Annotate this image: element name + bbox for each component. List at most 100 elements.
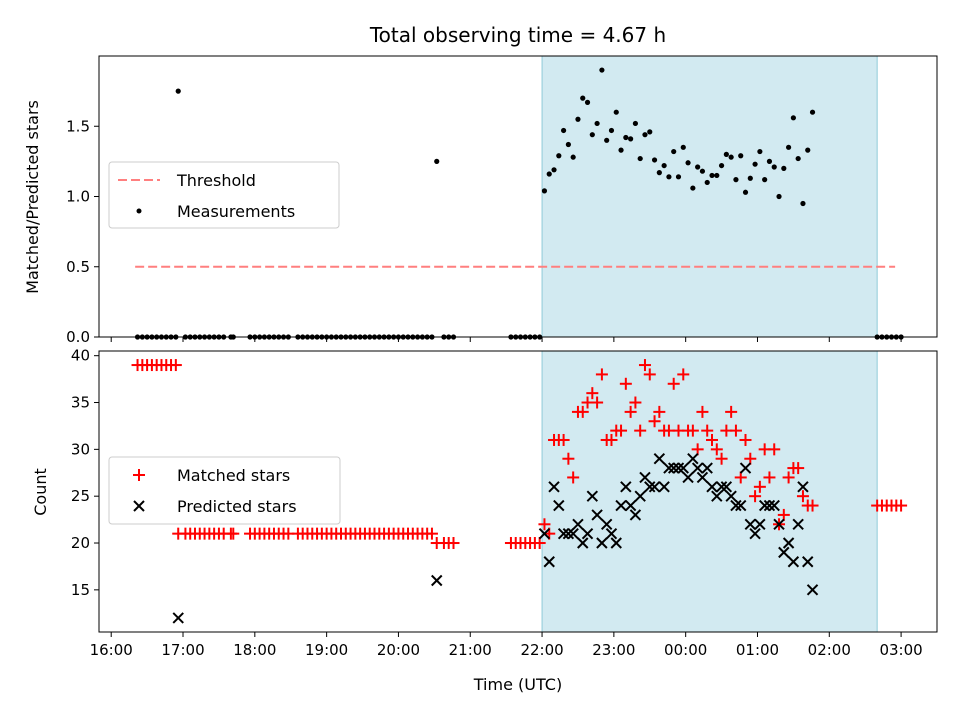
- predicted-star-point: [806, 584, 819, 596]
- y-tick-label: 40: [71, 347, 90, 365]
- bottom-legend-box: [108, 456, 341, 525]
- predicted-star-point: [557, 527, 570, 540]
- measurement-point: [651, 157, 658, 163]
- predicted-star-point: [600, 518, 613, 530]
- measurement-point: [809, 109, 816, 115]
- predicted-star-point: [782, 537, 795, 549]
- predicted-star-point: [691, 462, 704, 474]
- measurement-point: [800, 200, 806, 207]
- measurement-point: [594, 120, 600, 127]
- matched-star-point: [648, 415, 661, 428]
- predicted-star-point: [620, 481, 632, 493]
- predicted-star-point: [711, 490, 723, 502]
- x-tick-label: 17:00: [161, 641, 204, 659]
- bottom-panel: 15 20 25 30 35 40 16:00 17:00 18:00 19:00 20:00 21…: [31, 347, 938, 694]
- predicted-star-point: [754, 518, 766, 530]
- matched-star-point: [567, 471, 580, 484]
- predicted-star-point: [763, 499, 776, 512]
- predicted-star-point: [658, 481, 670, 493]
- matched-star-point: [744, 452, 757, 465]
- predicted-star-point: [758, 499, 771, 512]
- measurement-point: [733, 177, 739, 183]
- matched-star-point: [653, 405, 666, 418]
- measurement-point: [728, 154, 734, 160]
- predicted-star-point: [615, 499, 627, 512]
- y-tick-label: 15: [71, 581, 90, 599]
- matched-star-point: [643, 368, 656, 381]
- measurement-point: [675, 174, 682, 180]
- matched-star-point: [557, 433, 570, 446]
- legend-predicted-swatch: [133, 500, 145, 512]
- predicted-star-point: [730, 499, 742, 512]
- matched-star-point: [768, 443, 781, 456]
- y-tick-label: 1.5: [66, 117, 90, 135]
- matched-star-point: [792, 462, 805, 475]
- predicted-star-points: [172, 453, 819, 624]
- y-tick-label: 0.0: [66, 328, 90, 346]
- matched-star-point: [710, 443, 723, 456]
- top-legend: Threshold Measurements: [108, 161, 340, 229]
- measurement-point: [771, 164, 777, 170]
- predicted-star-point: [172, 612, 184, 624]
- bottom-y-axis-label: Count: [31, 468, 50, 516]
- matched-star-point: [691, 443, 704, 456]
- matched-star-point: [591, 396, 604, 409]
- predicted-star-point: [687, 453, 699, 465]
- measurement-point: [623, 134, 629, 141]
- measurement-point: [551, 167, 557, 173]
- predicted-star-point: [778, 546, 790, 559]
- predicted-star-point: [577, 537, 589, 549]
- predicted-star-point: [749, 527, 761, 540]
- matched-star-point: [667, 377, 680, 390]
- bottom-legend: Matched stars Predicted stars: [108, 456, 341, 525]
- predicted-star-point: [725, 490, 737, 502]
- x-tick-label: 18:00: [233, 641, 276, 659]
- bottom-axes-frame: [98, 350, 938, 633]
- predicted-star-point: [605, 527, 618, 540]
- matched-star-point: [447, 537, 460, 550]
- predicted-star-point: [677, 462, 689, 474]
- measurement-point: [795, 155, 801, 162]
- measurement-point: [805, 147, 811, 153]
- predicted-star-point: [591, 509, 603, 521]
- top-x-ticks: [110, 337, 902, 342]
- bottom-y-ticks: 15 20 25 30 35 40: [71, 347, 99, 599]
- measurement-point: [613, 109, 619, 115]
- y-tick-label: 35: [71, 394, 90, 412]
- y-tick-label: 1.0: [66, 188, 90, 206]
- measurement-point: [580, 95, 586, 101]
- x-tick-label: 20:00: [377, 641, 420, 659]
- legend-measurements-label: Measurements: [177, 202, 295, 221]
- matched-star-point: [169, 359, 182, 372]
- predicted-star-point: [672, 462, 685, 474]
- matched-star-point: [749, 490, 762, 503]
- measurement-point: [589, 132, 595, 138]
- measurement-point: [704, 179, 710, 186]
- matched-star-point: [715, 452, 728, 465]
- matched-star-point: [562, 452, 575, 465]
- predicted-star-point: [701, 462, 713, 474]
- matched-star-point: [619, 377, 632, 390]
- matched-star-point: [739, 433, 752, 446]
- matched-star-point: [538, 518, 551, 531]
- y-tick-label: 0.5: [66, 258, 90, 276]
- matched-star-point: [425, 527, 438, 540]
- predicted-star-point: [735, 499, 747, 512]
- top-legend-box: [108, 161, 340, 229]
- predicted-star-point: [586, 490, 599, 502]
- measurement-point: [661, 162, 667, 169]
- predicted-star-point: [802, 556, 814, 568]
- predicted-star-point: [548, 481, 560, 493]
- matched-star-point: [624, 405, 637, 418]
- matched-star-point: [677, 368, 690, 381]
- predicted-star-point: [431, 574, 443, 587]
- matched-star-point: [777, 508, 790, 521]
- measurement-point: [738, 153, 744, 159]
- matched-star-point: [782, 471, 795, 484]
- matched-star-point: [706, 433, 719, 446]
- matched-star-point: [586, 387, 599, 400]
- predicted-star-point: [634, 490, 646, 502]
- x-tick-label: 00:00: [664, 641, 707, 659]
- predicted-star-point: [667, 462, 680, 474]
- measurement-point: [604, 137, 610, 143]
